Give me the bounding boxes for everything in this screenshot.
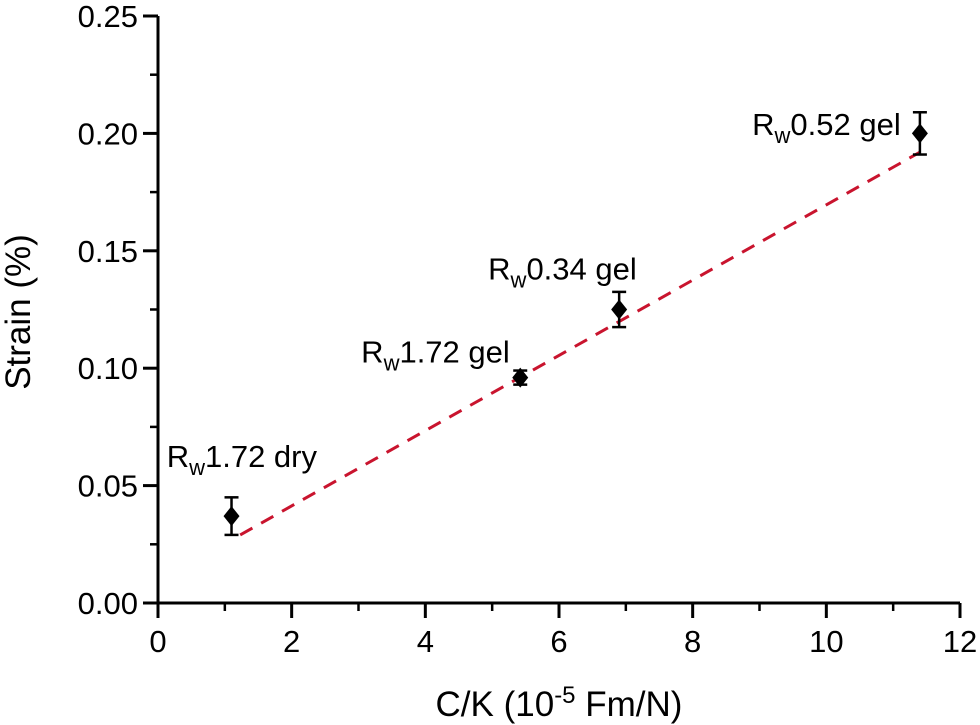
- x-tick-label: 2: [283, 624, 300, 659]
- y-tick-label: 0.00: [78, 586, 138, 621]
- y-tick-label: 0.05: [78, 469, 138, 504]
- x-tick-label: 8: [684, 624, 701, 659]
- point-label: Rw0.34 gel: [488, 251, 637, 292]
- y-tick-label: 0.25: [78, 0, 138, 34]
- data-point-diamond: [512, 367, 529, 388]
- point-label: Rw0.52 gel: [752, 107, 901, 148]
- axes-frame: [156, 16, 960, 605]
- y-tick-label: 0.20: [78, 116, 138, 151]
- x-tick-label: 12: [943, 624, 977, 659]
- data-point-diamond: [223, 506, 240, 527]
- x-tick-label: 10: [809, 624, 843, 659]
- x-tick-label: 0: [149, 624, 166, 659]
- point-label: Rw1.72 gel: [361, 334, 510, 375]
- fit-line: [239, 150, 921, 537]
- x-axis-title: C/K (10-5 Fm/N): [436, 682, 683, 724]
- x-tick-label: 4: [417, 624, 434, 659]
- x-tick-label: 6: [550, 624, 567, 659]
- point-label: Rw1.72 dry: [167, 439, 318, 480]
- data-point-diamond: [611, 299, 628, 320]
- y-axis-title: Strain (%): [0, 234, 38, 390]
- data-point-diamond: [911, 123, 928, 144]
- y-tick-label: 0.15: [78, 234, 138, 269]
- y-tick-label: 0.10: [78, 351, 138, 386]
